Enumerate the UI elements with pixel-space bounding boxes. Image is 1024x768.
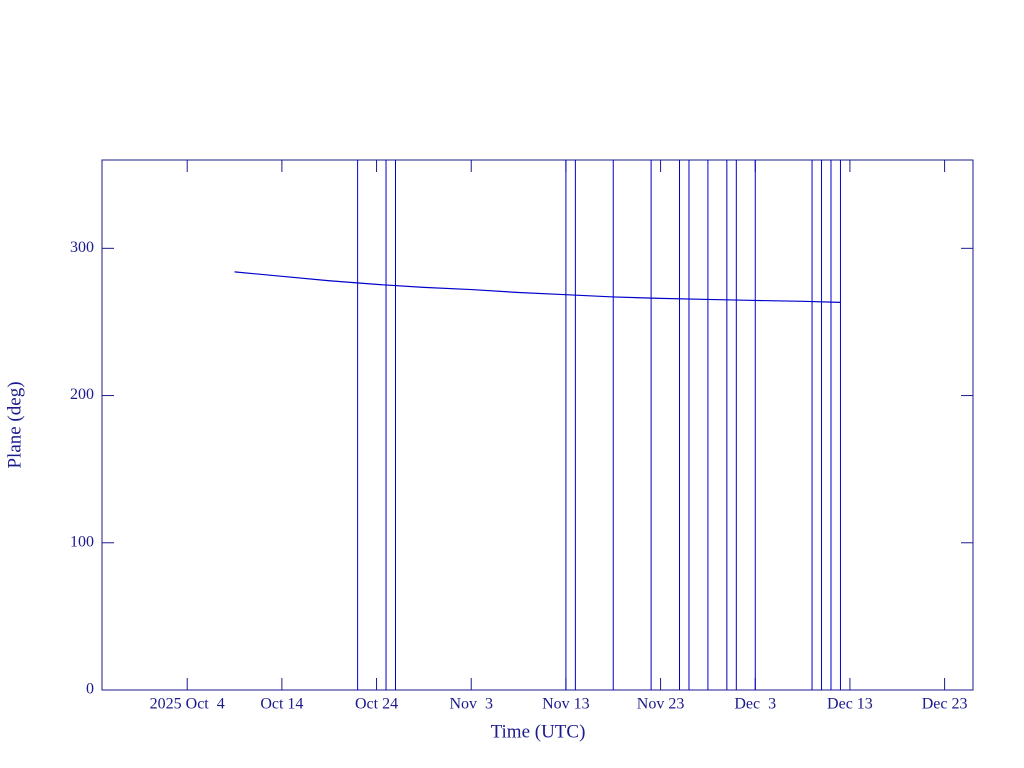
x-tick-label: Dec 3 bbox=[734, 696, 776, 713]
x-tick-label: Nov 23 bbox=[637, 696, 685, 713]
y-tick-label: 300 bbox=[70, 239, 94, 256]
y-tick-label: 0 bbox=[86, 681, 94, 698]
y-axis-label: Plane (deg) bbox=[4, 381, 25, 468]
x-tick-label: Dec 23 bbox=[922, 696, 968, 713]
x-tick-label: Oct 24 bbox=[355, 696, 398, 713]
series-line bbox=[234, 271, 841, 303]
x-tick-label: Oct 14 bbox=[260, 696, 303, 713]
plot-frame bbox=[101, 159, 974, 691]
x-tick-label: Nov 3 bbox=[449, 696, 493, 713]
x-axis-label: Time (UTC) bbox=[491, 721, 586, 742]
x-tick-label: 2025 Oct 4 bbox=[150, 696, 225, 713]
x-tick-label: Dec 13 bbox=[827, 696, 873, 713]
y-tick-label: 100 bbox=[70, 533, 94, 550]
x-tick-label: Nov 13 bbox=[542, 696, 590, 713]
y-tick-label: 200 bbox=[70, 386, 94, 403]
